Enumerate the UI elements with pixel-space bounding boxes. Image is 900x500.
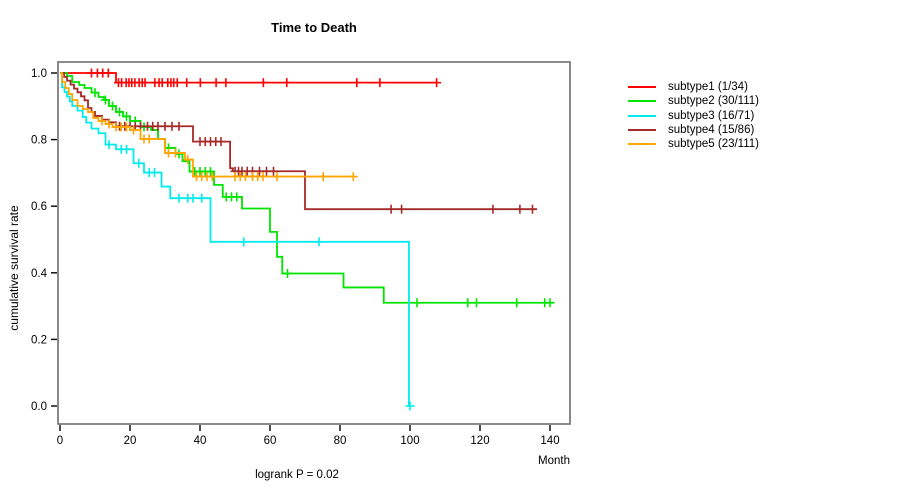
y-tick-label: 0.2 (31, 334, 47, 346)
legend-item: subtype3 (16/71) (628, 109, 759, 123)
legend-item-label: subtype4 (15/86) (668, 124, 755, 137)
x-tick-label: 40 (194, 435, 207, 447)
x-tick-label: 0 (57, 435, 63, 447)
legend-item-label: subtype1 (1/34) (668, 81, 748, 94)
legend-item-label: subtype2 (30/111) (668, 95, 759, 108)
x-tick-label: 100 (400, 435, 419, 447)
km-curve-subtype5 (60, 72, 354, 178)
legend-color-line (628, 114, 656, 117)
legend: subtype1 (1/34) subtype2 (30/111) subtype3… (628, 80, 759, 151)
legend-color-line (628, 143, 656, 146)
x-tick-label: 60 (264, 435, 277, 447)
legend-item: subtype2 (30/111) (628, 94, 759, 108)
y-tick-label: 0.4 (31, 268, 48, 280)
legend-item: subtype1 (1/34) (628, 80, 759, 94)
km-curve-subtype2 (60, 72, 554, 304)
x-axis-label: Month (538, 455, 570, 467)
legend-color-line (628, 86, 656, 89)
plot-box (57, 61, 571, 425)
logrank-pvalue: logrank P = 0.02 (255, 469, 339, 481)
y-tick-label: 1.0 (31, 68, 47, 80)
y-tick-label: 0.6 (31, 201, 47, 213)
legend-color-line (628, 100, 656, 103)
x-tick-label: 120 (470, 435, 489, 447)
legend-item-label: subtype3 (16/71) (668, 109, 755, 122)
legend-item-label: subtype5 (23/111) (668, 138, 759, 151)
chart-title: Time to Death (271, 20, 357, 35)
x-tick-label: 20 (124, 435, 137, 447)
km-curve-subtype4 (60, 72, 538, 211)
x-tick-label: 140 (540, 435, 559, 447)
y-tick-label: 0.0 (31, 401, 47, 413)
legend-color-line (628, 129, 656, 132)
x-tick-label: 80 (334, 435, 347, 447)
y-tick-label: 0.8 (31, 135, 47, 147)
legend-item: subtype4 (15/86) (628, 123, 759, 137)
legend-item: subtype5 (23/111) (628, 137, 759, 151)
km-curve-subtype3 (60, 72, 410, 407)
